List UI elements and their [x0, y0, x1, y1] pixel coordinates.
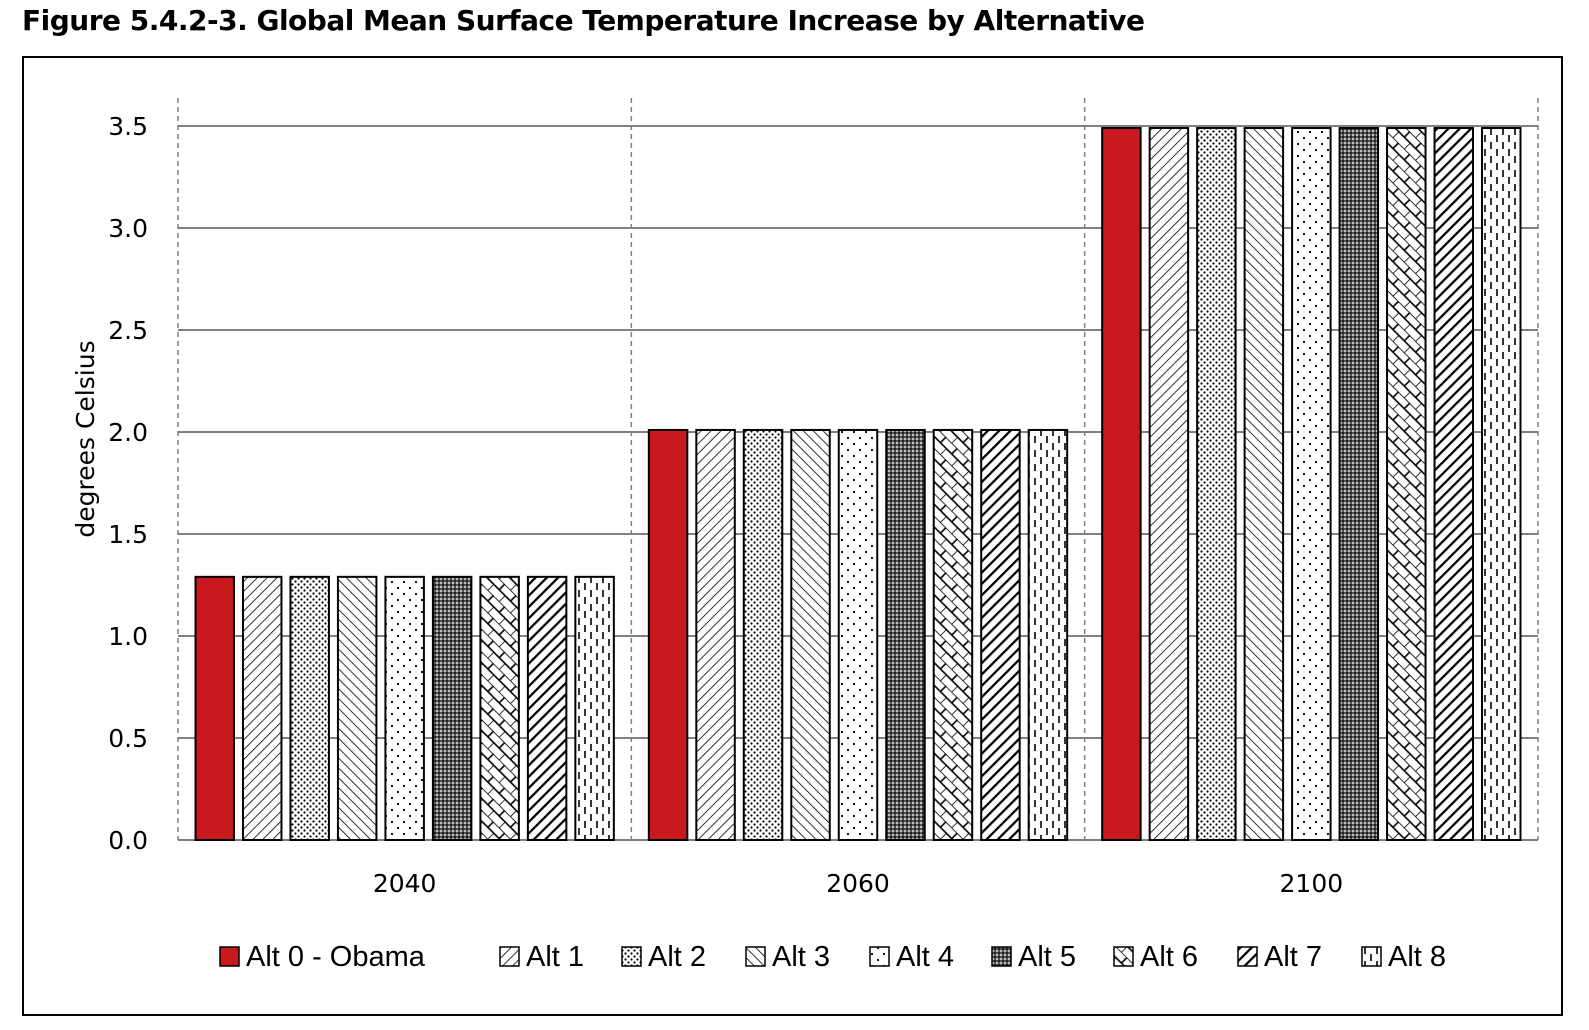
legend-label: Alt 8 — [1388, 941, 1446, 973]
legend-label: Alt 3 — [772, 941, 830, 973]
legend-label: Alt 1 — [526, 941, 584, 973]
bar — [980, 428, 1021, 841]
legend-label: Alt 5 — [1018, 941, 1076, 973]
bar — [526, 575, 568, 842]
y-tick-label: 2.5 — [108, 316, 148, 345]
legend-swatch — [499, 946, 520, 967]
bar — [384, 575, 425, 842]
legend-label: Alt 7 — [1264, 941, 1322, 973]
x-tick-label: 2040 — [373, 869, 437, 898]
axes: 0.0 0.5 1.0 1.5 2.0 2.5 3.0 3.5 degrees Celsius 2… — [71, 112, 1343, 898]
bars — [194, 127, 1522, 842]
legend-swatch — [869, 946, 890, 967]
legend-label: Alt 6 — [1140, 941, 1198, 973]
bar — [1196, 127, 1237, 842]
legend: Alt 0 - Obama Alt 1 Alt 2 Alt 3 Alt 4 Alt 5 Al… — [219, 941, 1446, 973]
figure-title: Figure 5.4.2-3. Global Mean Surface Temp… — [22, 4, 1145, 37]
bar — [431, 575, 473, 842]
legend-label: Alt 4 — [896, 941, 954, 973]
bar-chart: 0.0 0.5 1.0 1.5 2.0 2.5 3.0 3.5 degrees Celsius 2… — [71, 98, 1539, 973]
bar — [647, 428, 689, 841]
bar — [790, 428, 831, 841]
legend-swatch — [219, 946, 240, 967]
bar — [742, 428, 784, 841]
bar — [1386, 127, 1427, 842]
bar — [1291, 127, 1332, 842]
bar — [1481, 127, 1522, 842]
legend-swatch — [1113, 946, 1134, 967]
legend-label: Alt 2 — [648, 941, 706, 973]
bar — [1027, 428, 1069, 841]
legend-swatch — [745, 946, 766, 967]
bar — [289, 575, 330, 842]
y-tick-label: 1.0 — [108, 622, 148, 651]
y-tick-label: 0.0 — [108, 826, 148, 855]
bar — [336, 575, 378, 842]
bar — [1433, 127, 1475, 842]
bar — [885, 428, 926, 841]
legend-swatch — [621, 946, 642, 967]
bar — [1338, 127, 1380, 842]
legend-label: Alt 0 - Obama — [246, 941, 426, 973]
legend-swatch — [1237, 946, 1258, 967]
legend-swatch — [1361, 946, 1382, 967]
bar — [695, 428, 736, 841]
legend-swatch — [991, 946, 1012, 967]
y-tick-label: 3.0 — [108, 214, 148, 243]
bar — [837, 428, 879, 841]
y-tick-label: 3.5 — [108, 112, 148, 141]
x-tick-label: 2060 — [826, 869, 890, 898]
x-tick-label: 2100 — [1280, 869, 1344, 898]
bar — [1148, 127, 1190, 842]
bar — [241, 575, 283, 842]
bar — [479, 575, 520, 842]
bar — [194, 575, 235, 842]
y-tick-label: 1.5 — [108, 520, 148, 549]
bar — [932, 428, 974, 841]
bar — [1243, 127, 1285, 842]
bar — [574, 575, 615, 842]
y-tick-label: 2.0 — [108, 418, 148, 447]
y-tick-label: 0.5 — [108, 724, 148, 753]
chart-frame: 0.0 0.5 1.0 1.5 2.0 2.5 3.0 3.5 degrees Celsius 2… — [22, 56, 1563, 1016]
y-axis-title: degrees Celsius — [71, 340, 100, 537]
bar — [1101, 127, 1142, 842]
